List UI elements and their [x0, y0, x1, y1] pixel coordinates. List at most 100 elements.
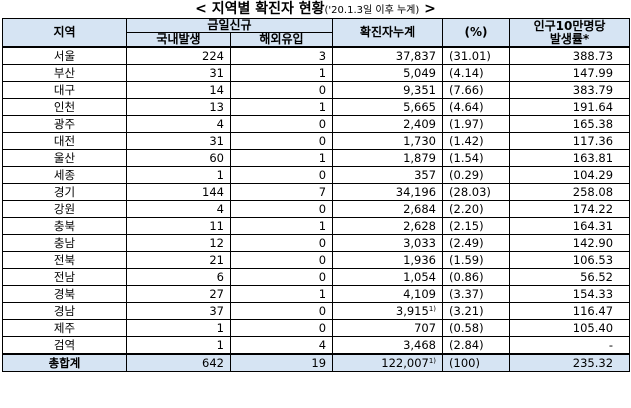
row-percent: (0.58)	[442, 319, 511, 337]
row-domestic: 4	[126, 115, 231, 133]
row-imported: 1	[229, 217, 334, 235]
row-domestic: 37	[126, 302, 231, 320]
row-region: 제주	[2, 319, 127, 337]
row-percent: (1.42)	[442, 132, 511, 150]
row-rate: 105.40	[509, 319, 631, 337]
regional-cases-table: 지역 금일신규 확진자누계 (%) 인구10만명당 발생률* 국내발생 해외유입…	[2, 18, 631, 372]
row-imported: 1	[229, 64, 334, 82]
row-imported: 1	[229, 98, 334, 116]
row-rate: 191.64	[509, 98, 631, 116]
row-region: 충남	[2, 234, 127, 252]
total-imported: 19	[229, 353, 334, 372]
row-region: 경북	[2, 285, 127, 303]
row-rate: 258.08	[509, 183, 631, 201]
total-region: 총합계	[2, 353, 127, 372]
row-cumulative: 9,351	[332, 81, 444, 99]
row-cumulative: 2,684	[332, 200, 444, 218]
row-cumulative: 3,9151)	[332, 302, 444, 320]
row-rate: 164.31	[509, 217, 631, 235]
total-cumulative-value: 122,007	[381, 355, 429, 370]
row-imported: 0	[229, 268, 334, 286]
row-region: 전북	[2, 251, 127, 269]
row-rate: 388.73	[509, 46, 631, 65]
row-imported: 0	[229, 132, 334, 150]
header-imported: 해외유입	[229, 32, 334, 48]
row-cumulative-value: 3,033	[403, 235, 437, 250]
row-rate: 142.90	[509, 234, 631, 252]
row-cumulative-value: 3,468	[403, 337, 437, 352]
row-imported: 0	[229, 200, 334, 218]
row-cumulative-value: 9,351	[403, 82, 437, 97]
row-percent: (2.49)	[442, 234, 511, 252]
row-cumulative-value: 4,109	[403, 286, 437, 301]
row-percent: (0.86)	[442, 268, 511, 286]
row-cumulative: 5,665	[332, 98, 444, 116]
row-percent: (2.84)	[442, 336, 511, 355]
row-region: 대전	[2, 132, 127, 150]
row-rate: 154.33	[509, 285, 631, 303]
row-domestic: 27	[126, 285, 231, 303]
table-row: 대구 14 0 9,351 (7.66) 383.79	[2, 81, 631, 99]
row-imported: 0	[229, 115, 334, 133]
row-domestic: 1	[126, 166, 231, 184]
row-rate: 116.47	[509, 302, 631, 320]
row-percent: (28.03)	[442, 183, 511, 201]
row-cumulative: 2,628	[332, 217, 444, 235]
row-percent: (3.37)	[442, 285, 511, 303]
row-cumulative: 2,409	[332, 115, 444, 133]
row-domestic: 14	[126, 81, 231, 99]
row-cumulative-footnote: 1)	[428, 304, 437, 313]
row-cumulative: 1,730	[332, 132, 444, 150]
row-cumulative-value: 1,936	[403, 252, 437, 267]
row-domestic: 144	[126, 183, 231, 201]
row-cumulative-value: 357	[414, 167, 437, 182]
header-percent: (%)	[442, 18, 511, 48]
row-cumulative-value: 2,628	[403, 218, 437, 233]
row-domestic: 224	[126, 46, 231, 65]
row-imported: 1	[229, 285, 334, 303]
table-row: 인천 13 1 5,665 (4.64) 191.64	[2, 98, 631, 116]
table-row: 울산 60 1 1,879 (1.54) 163.81	[2, 149, 631, 167]
row-rate: 174.22	[509, 200, 631, 218]
row-cumulative: 34,196	[332, 183, 444, 201]
row-imported: 0	[229, 251, 334, 269]
header-cumulative: 확진자누계	[332, 18, 444, 48]
row-imported: 3	[229, 46, 334, 65]
table-row: 경북 27 1 4,109 (3.37) 154.33	[2, 285, 631, 303]
row-cumulative-value: 37,837	[395, 48, 437, 63]
title-end: >	[419, 1, 436, 17]
row-region: 인천	[2, 98, 127, 116]
title-main: < 지역별 확진자 현황	[195, 1, 325, 17]
row-percent: (3.21)	[442, 302, 511, 320]
row-cumulative-value: 5,049	[403, 65, 437, 80]
row-cumulative-value: 2,409	[403, 116, 437, 131]
row-rate: 165.38	[509, 115, 631, 133]
row-percent: (31.01)	[442, 46, 511, 65]
row-cumulative: 37,837	[332, 46, 444, 65]
row-percent: (7.66)	[442, 81, 511, 99]
table-row: 서울 224 3 37,837 (31.01) 388.73	[2, 46, 631, 65]
row-cumulative: 3,033	[332, 234, 444, 252]
row-percent: (0.29)	[442, 166, 511, 184]
header-domestic: 국내발생	[126, 32, 231, 48]
row-domestic: 12	[126, 234, 231, 252]
header-new-today: 금일신규	[125, 18, 334, 33]
row-region: 세종	[2, 166, 127, 184]
row-rate: 56.52	[509, 268, 631, 286]
row-cumulative: 1,936	[332, 251, 444, 269]
row-region: 부산	[2, 64, 127, 82]
row-imported: 0	[229, 81, 334, 99]
table-row: 전남 6 0 1,054 (0.86) 56.52	[2, 268, 631, 286]
total-cumulative-footnote: 1)	[428, 356, 437, 365]
row-cumulative-value: 3,915	[395, 303, 429, 318]
row-percent: (4.14)	[442, 64, 511, 82]
total-rate: 235.32	[509, 353, 631, 372]
row-rate: 117.36	[509, 132, 631, 150]
row-rate: 163.81	[509, 149, 631, 167]
table-row: 전북 21 0 1,936 (1.59) 106.53	[2, 251, 631, 269]
header-rate: 인구10만명당 발생률*	[509, 18, 631, 48]
row-cumulative: 3,468	[332, 336, 444, 355]
row-cumulative-value: 1,879	[403, 150, 437, 165]
table-title: < 지역별 확진자 현황('20.1.3일 이후 누계) >	[0, 0, 631, 18]
header-region: 지역	[2, 18, 127, 48]
